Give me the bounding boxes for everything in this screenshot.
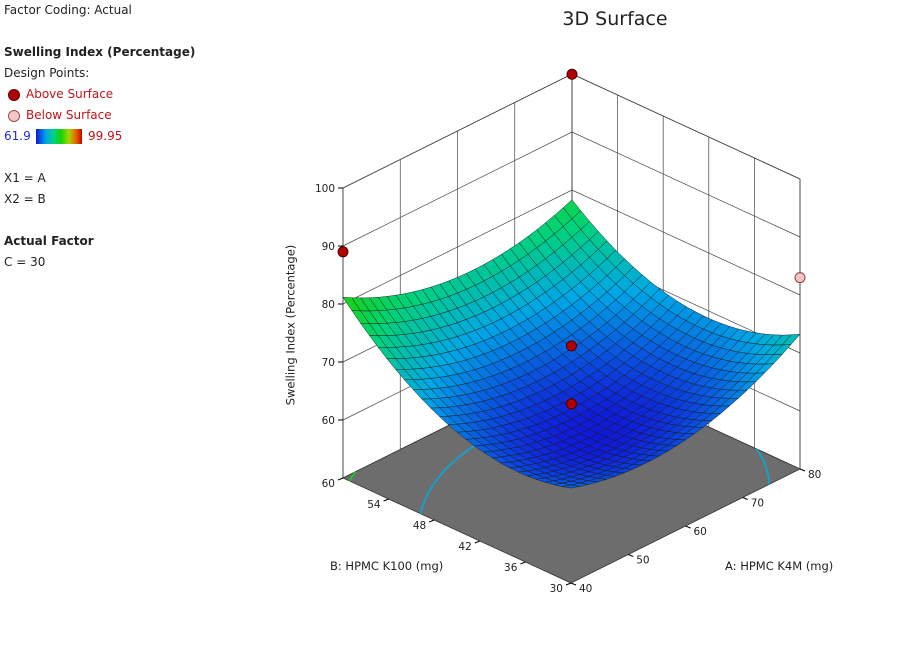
x-tick-mark	[685, 525, 691, 529]
actual-factor-title: Actual Factor	[4, 234, 94, 248]
grid-line	[342, 131, 801, 247]
z-tick-label: 90	[322, 241, 335, 253]
design-point-above	[566, 68, 578, 80]
y-tick-mark	[565, 582, 572, 586]
x2-mapping: X2 = B	[4, 192, 46, 206]
contour-line-80	[348, 471, 356, 482]
below-surface-marker-icon	[8, 109, 20, 122]
y-tick-mark	[383, 498, 389, 502]
y-tick-mark	[474, 540, 480, 544]
z-tick-label: 70	[322, 357, 335, 369]
response-surface	[342, 199, 801, 489]
scale-max-value: 99.95	[88, 129, 123, 143]
x-tick-label: 40	[579, 583, 592, 595]
x-axis-label: A: HPMC K4M (mg)	[725, 559, 834, 573]
legend-above-surface: Above Surface	[4, 84, 254, 105]
x-tick-label: 80	[808, 469, 821, 481]
color-scale: 61.9 99.95	[4, 126, 254, 147]
x-tick-mark	[570, 582, 577, 586]
y-tick-label: 60	[322, 478, 335, 490]
design-point-below	[794, 272, 806, 284]
design-points	[337, 68, 806, 410]
response-title: Swelling Index (Percentage)	[4, 45, 196, 59]
x-tick-label: 70	[751, 498, 764, 510]
left-panel: Factor Coding: Actual Swelling Index (Pe…	[4, 0, 254, 273]
factor-coding-text: Factor Coding: Actual	[4, 3, 132, 17]
design-point-above	[337, 246, 349, 258]
y-tick-mark	[520, 561, 526, 565]
design-point-above	[566, 340, 577, 352]
above-surface-label: Above Surface	[26, 87, 114, 101]
color-scale-bar	[36, 129, 82, 144]
x-tick-mark	[742, 497, 748, 500]
y-tick-mark	[337, 477, 344, 481]
x-tick-mark	[799, 468, 806, 472]
x-tick-mark	[628, 554, 634, 557]
y-tick-label: 42	[458, 541, 471, 553]
x-tick-label: 50	[636, 555, 649, 567]
y-tick-mark	[429, 519, 435, 523]
above-surface-marker-icon	[8, 88, 20, 101]
legend-below-surface: Below Surface	[4, 105, 254, 126]
z-tick-label: 100	[315, 183, 335, 195]
x-tick-label: 60	[694, 526, 707, 538]
actual-factor-value: C = 30	[4, 255, 46, 269]
z-tick-label: 80	[322, 299, 335, 311]
axis-ticks: 40 50 60 70 80 30 36 42 48 54 60 60 70 80 90 100	[315, 183, 821, 595]
z-axis-label: Swelling Index (Percentage)	[283, 244, 298, 406]
design-points-label: Design Points:	[4, 66, 90, 80]
y-tick-label: 36	[504, 562, 518, 574]
x1-mapping: X1 = A	[4, 171, 46, 185]
y-tick-label: 30	[550, 583, 563, 595]
chart-title: 3D Surface	[562, 8, 668, 30]
scale-min-value: 61.9	[4, 129, 31, 143]
y-axis-label: B: HPMC K100 (mg)	[330, 559, 444, 573]
below-surface-label: Below Surface	[26, 108, 112, 122]
y-tick-label: 54	[367, 499, 381, 511]
surface-cell	[562, 484, 580, 489]
z-tick-label: 60	[322, 415, 335, 427]
grid-line	[342, 189, 801, 305]
y-tick-label: 48	[413, 520, 426, 532]
design-point-above	[566, 398, 577, 410]
